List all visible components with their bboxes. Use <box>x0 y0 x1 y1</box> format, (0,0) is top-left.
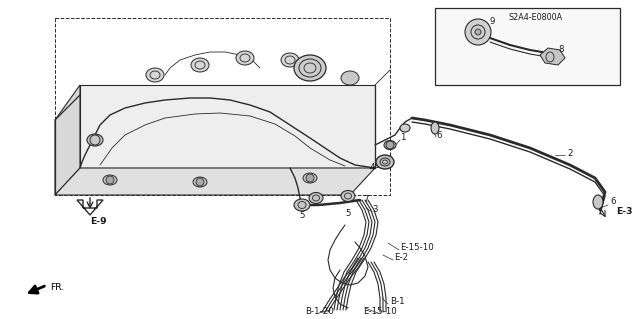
Ellipse shape <box>400 124 410 132</box>
Text: FR.: FR. <box>50 284 64 293</box>
Polygon shape <box>540 48 565 65</box>
Ellipse shape <box>281 53 299 67</box>
Text: B-1-20: B-1-20 <box>306 308 334 316</box>
Text: 5: 5 <box>345 209 351 218</box>
Ellipse shape <box>294 199 310 211</box>
Text: 6: 6 <box>436 130 442 139</box>
Text: 9: 9 <box>490 18 495 26</box>
Ellipse shape <box>87 134 103 146</box>
Text: 6: 6 <box>610 197 616 206</box>
Text: 4: 4 <box>370 162 376 172</box>
Text: 1: 1 <box>400 133 406 143</box>
Circle shape <box>196 178 204 186</box>
Ellipse shape <box>465 19 491 45</box>
Ellipse shape <box>294 55 326 81</box>
Ellipse shape <box>376 155 394 169</box>
Ellipse shape <box>341 190 355 202</box>
Ellipse shape <box>384 140 396 150</box>
Text: 3: 3 <box>372 205 378 214</box>
Text: E-2: E-2 <box>394 254 408 263</box>
Ellipse shape <box>431 122 439 134</box>
Text: E-15-10: E-15-10 <box>363 308 397 316</box>
Ellipse shape <box>191 58 209 72</box>
Text: E-3: E-3 <box>616 207 632 217</box>
Ellipse shape <box>303 173 317 183</box>
Ellipse shape <box>236 51 254 65</box>
Text: 5: 5 <box>300 211 305 219</box>
Polygon shape <box>55 168 375 195</box>
Ellipse shape <box>193 177 207 187</box>
Text: E-15-10: E-15-10 <box>400 243 434 253</box>
Text: 7: 7 <box>363 195 369 204</box>
Ellipse shape <box>341 71 359 85</box>
Text: E-9: E-9 <box>90 218 107 226</box>
Polygon shape <box>80 85 375 168</box>
Circle shape <box>106 176 114 184</box>
Ellipse shape <box>103 175 117 185</box>
Ellipse shape <box>146 68 164 82</box>
Polygon shape <box>55 85 80 195</box>
Text: 2: 2 <box>567 149 573 158</box>
Circle shape <box>386 141 394 149</box>
Circle shape <box>306 174 314 182</box>
Ellipse shape <box>309 192 323 204</box>
Text: B-1: B-1 <box>390 298 404 307</box>
Ellipse shape <box>593 195 603 209</box>
Text: 8: 8 <box>558 46 563 55</box>
Polygon shape <box>435 8 620 85</box>
Text: S2A4-E0800A: S2A4-E0800A <box>509 13 563 22</box>
Ellipse shape <box>475 29 481 35</box>
